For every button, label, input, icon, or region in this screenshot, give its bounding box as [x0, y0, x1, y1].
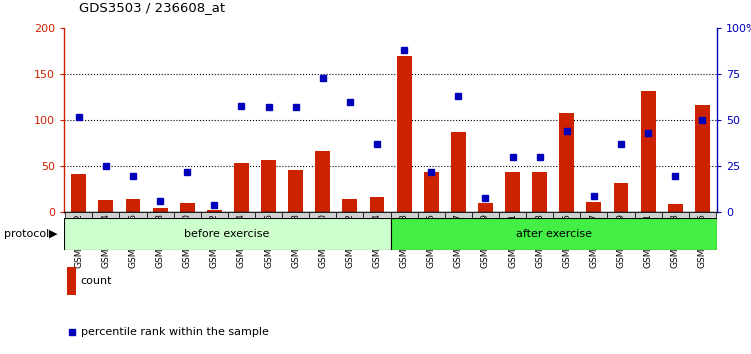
Bar — [336, 212, 363, 218]
Text: GSM306081: GSM306081 — [644, 213, 653, 268]
Bar — [397, 56, 412, 212]
Text: GSM306080: GSM306080 — [318, 213, 327, 268]
Bar — [71, 174, 86, 212]
Text: percentile rank within the sample: percentile rank within the sample — [81, 327, 269, 337]
Text: GSM306078: GSM306078 — [291, 213, 300, 268]
Bar — [207, 210, 222, 212]
Bar — [499, 212, 526, 218]
Text: after exercise: after exercise — [516, 229, 592, 239]
Text: GSM306064: GSM306064 — [101, 213, 110, 268]
Text: GSM306084: GSM306084 — [372, 213, 382, 268]
Text: GSM306076: GSM306076 — [264, 213, 273, 268]
Bar — [67, 267, 77, 296]
Bar — [391, 218, 717, 250]
Text: before exercise: before exercise — [185, 229, 270, 239]
Text: GSM306071: GSM306071 — [508, 213, 517, 268]
Text: GSM306068: GSM306068 — [155, 213, 164, 268]
Bar — [255, 212, 282, 218]
Text: GSM306065: GSM306065 — [427, 213, 436, 268]
Bar — [418, 212, 445, 218]
Bar — [695, 105, 710, 212]
Text: GSM306070: GSM306070 — [182, 213, 192, 268]
Bar — [261, 160, 276, 212]
Bar — [173, 212, 201, 218]
Bar — [451, 132, 466, 212]
Bar — [668, 204, 683, 212]
Text: GSM306066: GSM306066 — [128, 213, 137, 268]
Bar — [559, 113, 575, 212]
Bar — [581, 212, 608, 218]
Bar — [614, 183, 629, 212]
Bar — [532, 172, 547, 212]
Bar — [505, 172, 520, 212]
Bar — [391, 212, 418, 218]
Text: GSM306085: GSM306085 — [698, 213, 707, 268]
Bar — [587, 202, 602, 212]
Bar — [201, 212, 228, 218]
Bar — [234, 163, 249, 212]
Bar — [315, 151, 330, 212]
Bar — [424, 172, 439, 212]
Bar — [125, 199, 140, 212]
Text: GSM306072: GSM306072 — [210, 213, 219, 268]
Text: GSM306073: GSM306073 — [535, 213, 544, 268]
Bar — [98, 200, 113, 212]
Bar — [608, 212, 635, 218]
Text: GSM306074: GSM306074 — [237, 213, 246, 268]
Bar — [472, 212, 499, 218]
Text: GSM306083: GSM306083 — [671, 213, 680, 268]
Bar — [553, 212, 581, 218]
Text: GSM306075: GSM306075 — [562, 213, 572, 268]
Bar — [309, 212, 336, 218]
Text: GSM306063: GSM306063 — [400, 213, 409, 268]
Bar — [92, 212, 119, 218]
Bar — [641, 91, 656, 212]
Bar — [228, 212, 255, 218]
Text: GSM306062: GSM306062 — [74, 213, 83, 268]
Bar — [64, 218, 391, 250]
Text: count: count — [81, 276, 113, 286]
Bar — [478, 203, 493, 212]
Text: GSM306079: GSM306079 — [617, 213, 626, 268]
Bar — [152, 208, 167, 212]
Bar — [689, 212, 716, 218]
Bar — [363, 212, 391, 218]
Bar — [635, 212, 662, 218]
Text: GSM306082: GSM306082 — [345, 213, 354, 268]
Text: GSM306077: GSM306077 — [590, 213, 599, 268]
Text: ▶: ▶ — [49, 229, 57, 239]
Text: GSM306067: GSM306067 — [454, 213, 463, 268]
Bar — [288, 170, 303, 212]
Bar — [662, 212, 689, 218]
Text: protocol: protocol — [4, 229, 49, 239]
Bar — [119, 212, 146, 218]
Bar — [146, 212, 173, 218]
Bar — [179, 203, 195, 212]
Text: GDS3503 / 236608_at: GDS3503 / 236608_at — [79, 1, 225, 14]
Bar — [445, 212, 472, 218]
Bar — [369, 197, 385, 212]
Bar — [65, 212, 92, 218]
Text: GSM306069: GSM306069 — [481, 213, 490, 268]
Bar — [282, 212, 309, 218]
Bar — [526, 212, 553, 218]
Bar — [342, 199, 357, 212]
